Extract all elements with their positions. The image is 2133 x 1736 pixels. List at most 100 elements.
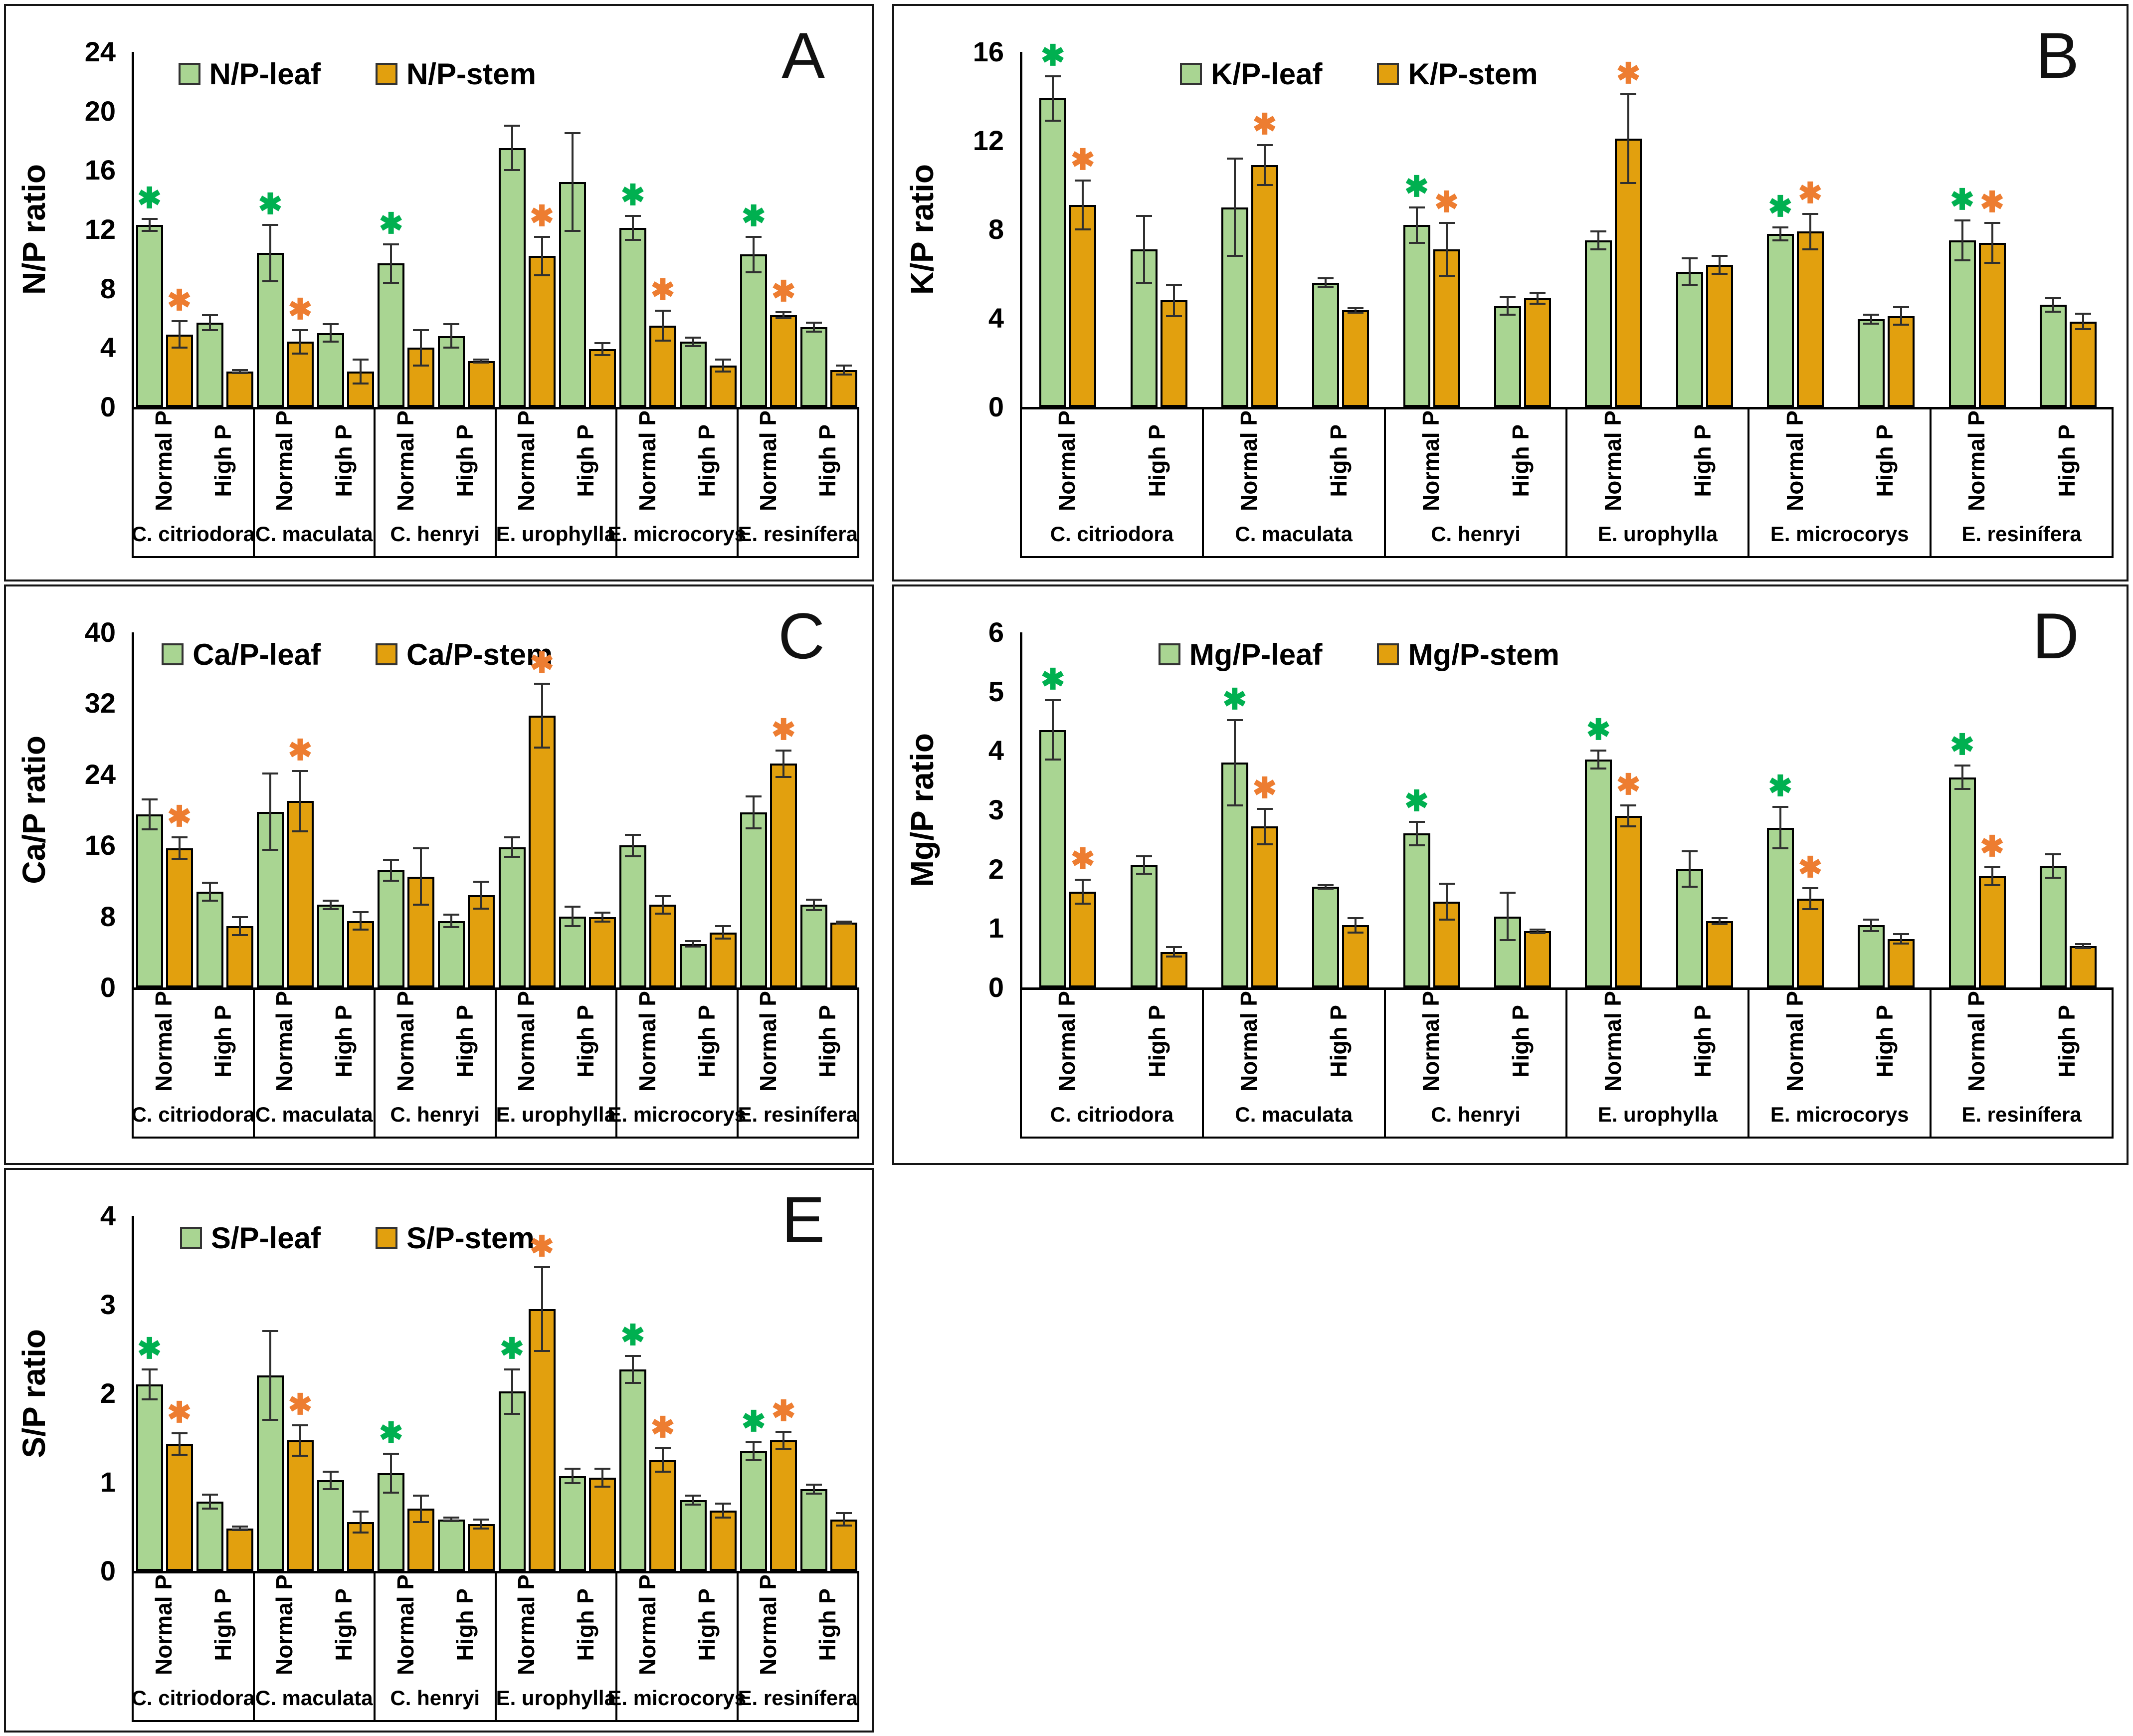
stem-bar: [1706, 921, 1733, 987]
error-bar-cap-bottom: [594, 921, 610, 923]
normal-p-subgroup: ✱: [1568, 52, 1659, 407]
error-bar-cap-bottom: [1348, 931, 1364, 934]
error-bar: [571, 907, 574, 927]
legend-label-stem: K/P-stem: [1408, 57, 1538, 91]
error-bar: [360, 360, 362, 384]
leaf-bar: [498, 847, 526, 987]
species-cell: Normal P High P C. citriodora: [132, 990, 255, 1137]
y-tick-label: 6: [988, 616, 1004, 648]
error-bar-cap-top: [1318, 277, 1334, 279]
leaf-significance-star: ✱: [379, 207, 403, 240]
legend-swatch-leaf: [1180, 63, 1202, 85]
high-p-subgroup: [436, 1216, 497, 1571]
treatment-label: Normal P: [755, 991, 781, 1092]
error-bar: [1597, 231, 1600, 250]
stem-significance-star: ✱: [650, 1411, 675, 1444]
error-bar-cap-bottom: [1136, 873, 1152, 875]
error-bar-cap-bottom: [776, 1448, 792, 1451]
leaf-bar-wrapper: [680, 1216, 707, 1571]
stem-bar: [1342, 925, 1369, 987]
error-bar: [1961, 766, 1963, 789]
stem-bar: [830, 1519, 858, 1571]
error-bar-cap-top: [1165, 284, 1182, 286]
high-p-subgroup: [799, 632, 859, 987]
species-cell: Normal P High P C. maculata: [255, 1573, 376, 1720]
leaf-significance-star: ✱: [741, 199, 766, 232]
y-tick-label: 24: [84, 36, 116, 67]
error-bar-cap-top: [1711, 917, 1728, 920]
species-label: C. citriodora: [1050, 522, 1174, 546]
error-bar-cap-bottom: [806, 909, 822, 912]
error-bar: [1688, 258, 1691, 285]
error-bar: [1325, 278, 1327, 287]
plot-area: ✱ ✱ ✱ ✱ ✱ ✱ ✱ ✱ ✱ ✱ ✱: [1022, 632, 2114, 987]
leaf-bar-wrapper: [1494, 52, 1521, 407]
error-bar-cap-bottom: [1681, 284, 1698, 286]
high-p-subgroup: [678, 632, 738, 987]
leaf-significance-star: ✱: [1950, 729, 1974, 761]
panel-C: Ca/P ratio C Ca/P-leaf Ca/P-stem 0 8 16 24 32 40 ✱…: [4, 584, 874, 1165]
error-bar: [178, 837, 181, 859]
error-bar-cap-top: [1499, 892, 1516, 894]
stem-significance-star: ✱: [1798, 177, 1823, 209]
leaf-significance-star: ✱: [1040, 663, 1065, 696]
error-bar-cap-top: [806, 898, 822, 901]
leaf-bar-wrapper: [438, 1216, 465, 1571]
species-group-bars: ✱: [1386, 632, 1568, 987]
species-cell: Normal P High P C. citriodora: [1022, 409, 1204, 556]
species-cell: Normal P High P E. urophylla: [496, 409, 617, 556]
error-bar-cap-bottom: [1772, 847, 1788, 850]
error-bar-cap-top: [413, 1494, 429, 1497]
error-bar-cap-bottom: [1893, 324, 1910, 326]
legend-swatch-stem: [1377, 643, 1399, 665]
treatment-label: Normal P: [392, 991, 418, 1092]
error-bar-cap-bottom: [685, 345, 702, 348]
species-group-bars: ✱ ✱: [739, 52, 859, 407]
error-bar-cap-bottom: [171, 347, 188, 349]
stem-bar: [2069, 321, 2097, 407]
stem-bar-wrapper: ✱: [1978, 52, 2006, 407]
stem-significance-star: ✱: [167, 1396, 192, 1429]
stem-significance-star: ✱: [1616, 57, 1641, 90]
error-bar-cap-bottom: [564, 925, 581, 928]
species-label: E. resinífera: [738, 522, 858, 546]
leaf-bar: [740, 254, 768, 407]
error-bar: [601, 1469, 603, 1487]
stem-bar: [710, 932, 737, 987]
stem-significance-star: ✱: [1434, 186, 1459, 218]
leaf-bar-wrapper: ✱: [1585, 632, 1612, 987]
error-bar-cap-top: [624, 215, 641, 217]
stem-bar: [1251, 826, 1278, 987]
error-bar-cap-top: [141, 798, 158, 800]
error-bar: [782, 312, 785, 318]
stem-bar: [1888, 939, 1915, 987]
stem-significance-star: ✱: [1070, 144, 1095, 177]
treatment-labels: Normal P High P: [739, 409, 858, 512]
error-bar-cap-top: [383, 243, 399, 245]
error-bar: [360, 1511, 362, 1533]
legend-swatch-stem: [375, 1227, 397, 1249]
treatment-label: High P: [451, 1005, 478, 1078]
error-bar: [420, 330, 422, 366]
error-bar-cap-bottom: [1711, 273, 1728, 275]
error-bar-cap-top: [413, 329, 429, 331]
error-bar-cap-bottom: [323, 341, 339, 343]
error-bar: [148, 219, 151, 231]
error-bar-cap-bottom: [141, 229, 158, 232]
error-bar-cap-top: [715, 925, 732, 928]
species-label: C. citriodora: [1050, 1103, 1174, 1126]
error-bar-cap-top: [504, 836, 520, 839]
leaf-bar: [619, 228, 646, 407]
error-bar-cap-top: [1772, 226, 1788, 228]
error-bar-cap-top: [231, 1526, 248, 1528]
stem-bar: [770, 315, 797, 407]
high-p-subgroup: [1659, 632, 1749, 987]
high-p-subgroup: [436, 632, 497, 987]
error-bar-cap-top: [534, 683, 550, 685]
stem-bar-wrapper: [226, 52, 253, 407]
error-bar-cap-bottom: [1318, 286, 1334, 288]
stem-bar-wrapper: ✱: [528, 632, 556, 987]
leaf-bar-wrapper: ✱: [619, 1216, 646, 1571]
species-group-bars: ✱ ✱: [739, 1216, 859, 1571]
error-bar-cap-bottom: [171, 857, 188, 860]
